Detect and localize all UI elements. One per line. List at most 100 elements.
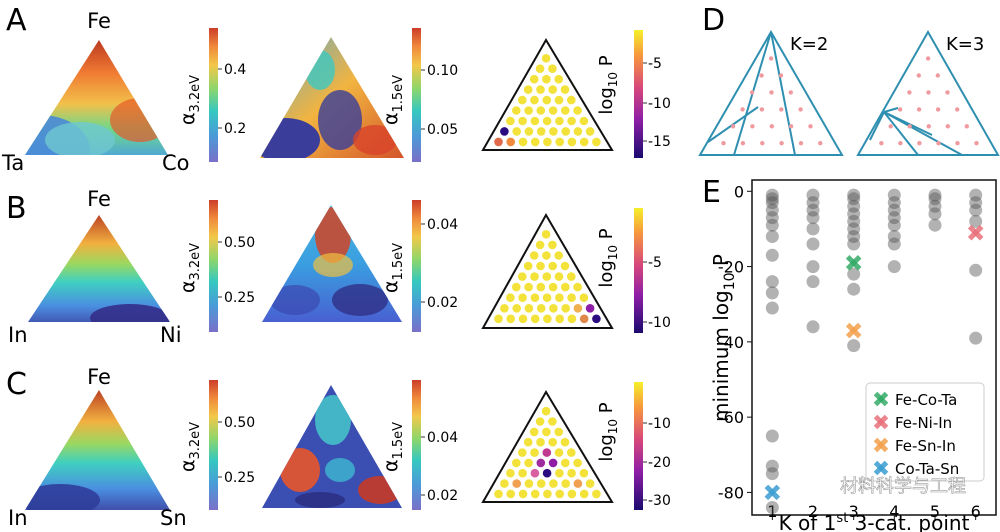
ternary-frame bbox=[481, 390, 614, 503]
lattice-dot bbox=[579, 468, 589, 478]
lattice-dot bbox=[592, 314, 601, 324]
lattice-dot bbox=[935, 107, 941, 112]
lattice-dot bbox=[936, 141, 941, 146]
lattice-dot bbox=[779, 141, 784, 146]
lattice-dot bbox=[543, 489, 552, 499]
lattice-dot bbox=[554, 427, 563, 437]
lattice-dot bbox=[536, 437, 545, 447]
scatter-point bbox=[806, 237, 820, 251]
lattice-dot bbox=[536, 479, 546, 488]
panel-label-b: B bbox=[6, 191, 27, 226]
lattice-dot bbox=[518, 293, 527, 303]
lattice-dot bbox=[778, 73, 784, 78]
x-tick-label: 4 bbox=[889, 502, 899, 521]
y-tick-label: -80 bbox=[718, 483, 744, 502]
colorbar-tick: 0.04 bbox=[427, 217, 458, 233]
scatter-point bbox=[806, 222, 820, 236]
lattice-dot bbox=[518, 137, 528, 147]
lattice-dot bbox=[494, 314, 503, 324]
lattice-dot bbox=[524, 282, 533, 292]
ternary-map-c-1.5ev bbox=[262, 385, 402, 508]
legend-label: Fe-Co-Ta bbox=[895, 391, 957, 409]
lattice-dot bbox=[592, 489, 601, 499]
colorbar-tick: -5 bbox=[648, 255, 662, 271]
scatter-point bbox=[765, 203, 779, 217]
legend-label: Co-Ta-Sn bbox=[895, 460, 959, 478]
ternary-map-c-3.2ev bbox=[25, 390, 170, 510]
colorbar-alpha-1.5ev bbox=[412, 200, 421, 332]
lattice-dot bbox=[530, 489, 540, 499]
k2-label: K=2 bbox=[790, 34, 828, 55]
colorbar-tick: 0.04 bbox=[427, 430, 458, 446]
plot-frame bbox=[751, 179, 997, 516]
lattice-dot bbox=[548, 282, 558, 292]
scatter-point bbox=[847, 214, 861, 228]
lattice-dot bbox=[554, 448, 564, 457]
lattice-dot bbox=[788, 124, 794, 129]
lattice-dot bbox=[759, 73, 764, 78]
ternary-frame bbox=[481, 38, 614, 151]
lattice-dot bbox=[750, 124, 755, 129]
scatter-point bbox=[847, 282, 861, 296]
colorbar-label: log10 P bbox=[596, 402, 620, 461]
lattice-dot bbox=[536, 304, 546, 313]
scatter-point bbox=[765, 501, 779, 514]
row-c: Fe In Sn α3.2eV 0.50 0.25 α1.5eV 0.04 0.… bbox=[8, 365, 671, 530]
legend: Fe-Co-Ta Fe-Ni-In Fe-Sn-In Co-Ta-Sn bbox=[865, 382, 985, 482]
lattice-dot bbox=[506, 468, 515, 478]
colorbar-tick: 0.50 bbox=[224, 235, 255, 251]
lattice-dot bbox=[548, 437, 557, 447]
scatter-point bbox=[847, 222, 861, 236]
lattice-dot bbox=[548, 261, 557, 271]
svg-text:log10 P: log10 P bbox=[596, 228, 620, 287]
colorbar-label: log10 P bbox=[596, 55, 620, 114]
scatter-point bbox=[847, 207, 861, 221]
lattice-dot bbox=[955, 141, 960, 146]
lattice-dot bbox=[721, 141, 726, 146]
scatter-point bbox=[806, 275, 820, 289]
panel-d: K=2 K=3 bbox=[698, 29, 1000, 156]
ternary-map-b-1.5ev bbox=[262, 205, 402, 322]
colorbar-alpha-3.2ev bbox=[209, 380, 218, 510]
lattice-dot bbox=[592, 137, 601, 147]
lattice-dot bbox=[549, 479, 558, 488]
lattice-dot bbox=[554, 251, 563, 260]
lattice-dot bbox=[567, 448, 576, 457]
lattice-dot bbox=[898, 141, 903, 146]
lattice-dot bbox=[530, 137, 540, 147]
lattice-dot bbox=[945, 90, 950, 95]
x-tick-label: 3 bbox=[849, 502, 859, 521]
ternary-map-a-1.5ev bbox=[260, 37, 404, 158]
colorbar-tick: -20 bbox=[648, 455, 671, 471]
lattice-dot bbox=[542, 293, 552, 303]
lattice-dot bbox=[536, 261, 545, 271]
scatter-point bbox=[887, 188, 901, 202]
lattice-dot bbox=[555, 314, 564, 324]
scatter-point bbox=[969, 203, 983, 217]
lattice-dot bbox=[512, 304, 521, 313]
ternary-map-b-3.2ev bbox=[28, 215, 170, 322]
row-a: Fe Ta Co α3.2eV 0.4 0.2 α1.5eV 0.10 0.05… bbox=[1, 9, 671, 175]
lattice-dot bbox=[506, 489, 515, 499]
lattice-dot bbox=[561, 479, 570, 488]
lattice-dot bbox=[536, 282, 546, 292]
vertex-label-left: Ta bbox=[1, 151, 24, 175]
lattice-dot bbox=[543, 137, 552, 147]
lattice-dot bbox=[518, 468, 527, 478]
lattice-dot bbox=[768, 56, 774, 61]
svg-text:α1.5eV: α1.5eV bbox=[380, 75, 406, 125]
lattice-dot bbox=[500, 479, 509, 488]
watermark: 材料科学与工程 bbox=[840, 476, 966, 497]
lattice-dot bbox=[541, 230, 551, 239]
ternary-partition-k3: K=3 bbox=[856, 29, 1000, 156]
lattice-dot bbox=[548, 417, 557, 426]
scatter-point bbox=[928, 218, 942, 232]
scatter-point bbox=[969, 196, 983, 210]
legend-marker bbox=[873, 414, 889, 430]
colorbar-tick: -10 bbox=[648, 96, 671, 112]
lattice-dot bbox=[740, 141, 746, 146]
scatter-point bbox=[806, 196, 820, 210]
panel-label-a: A bbox=[6, 3, 27, 38]
lattice-dot bbox=[573, 282, 582, 292]
lattice-dot bbox=[529, 251, 539, 260]
